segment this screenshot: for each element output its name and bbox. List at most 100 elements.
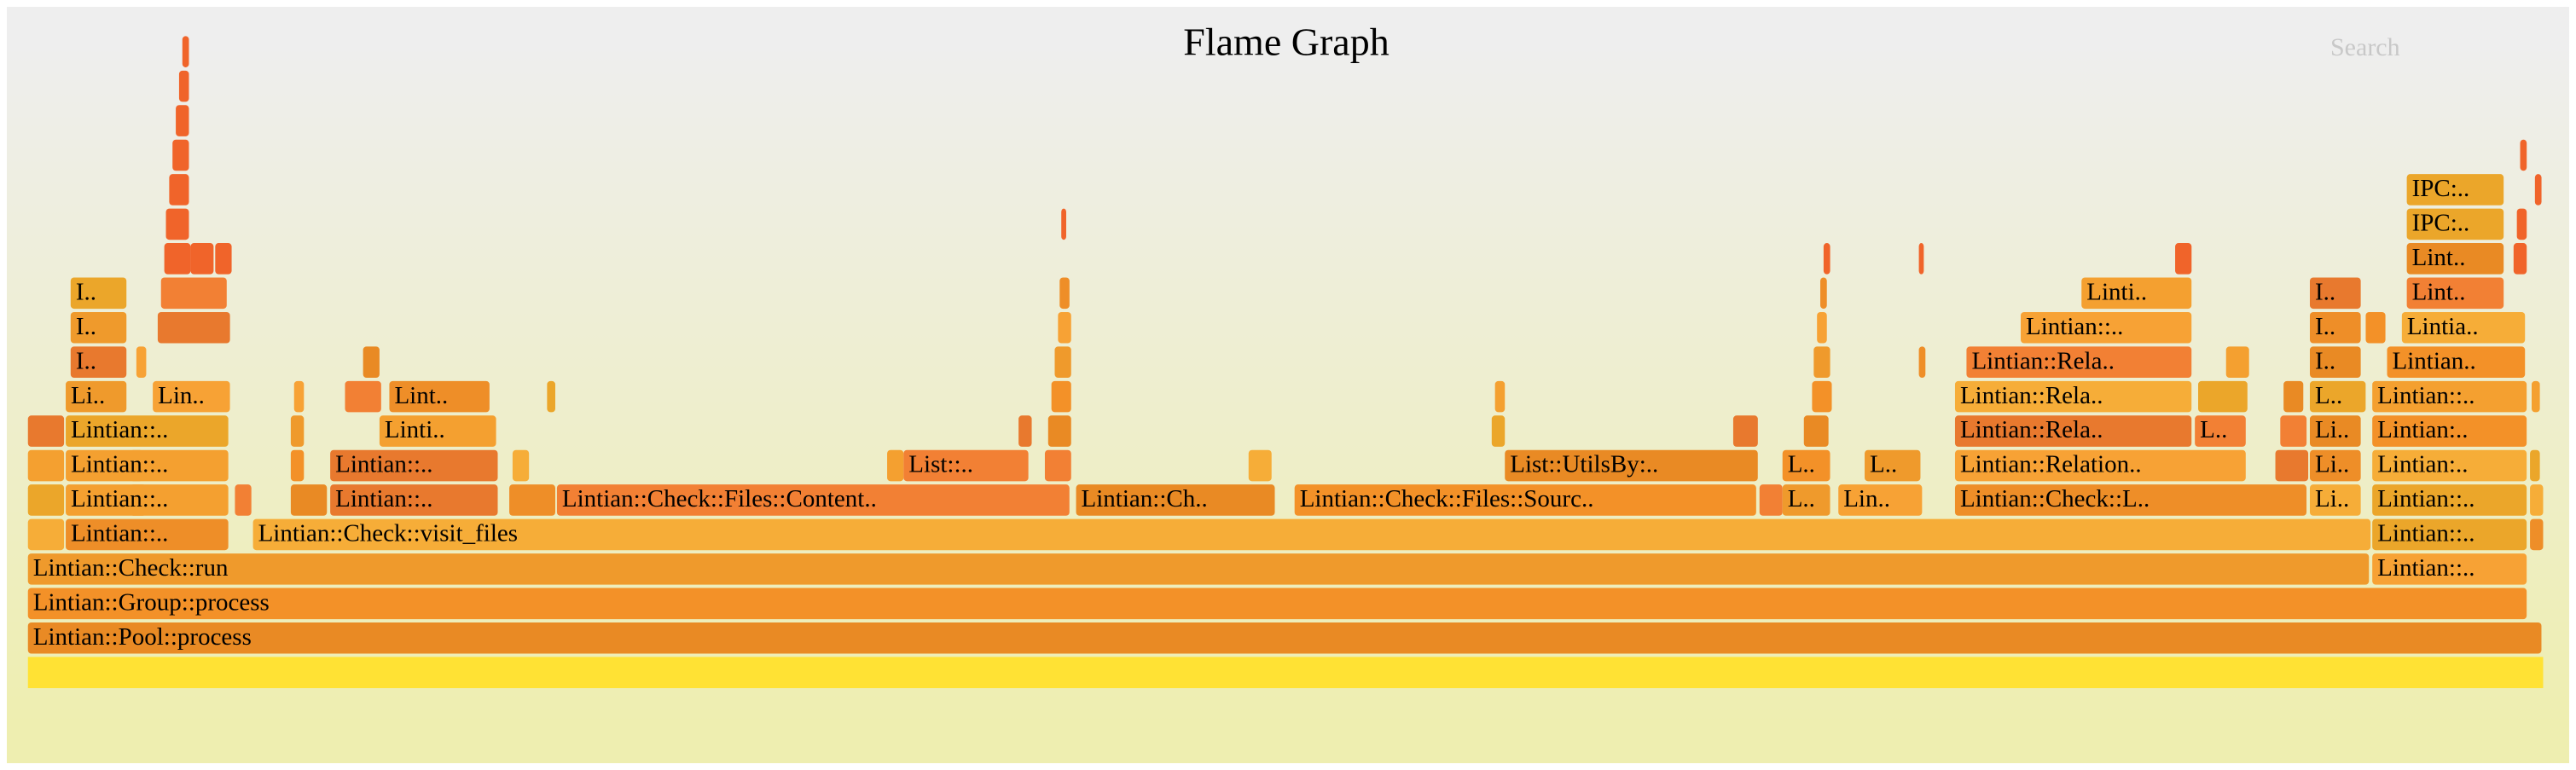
- frame-box[interactable]: [2372, 449, 2527, 482]
- frame[interactable]: Lintian:..: [2372, 449, 2527, 482]
- frame-box[interactable]: [2309, 484, 2361, 516]
- frame[interactable]: List::..: [903, 449, 1029, 482]
- frame[interactable]: Lintian::..: [2372, 484, 2527, 516]
- frame[interactable]: I..: [70, 311, 127, 344]
- frame[interactable]: List::UtilsBy:..: [1505, 449, 1758, 482]
- frame-box[interactable]: [389, 380, 490, 413]
- frame-box[interactable]: [27, 588, 2527, 620]
- frame[interactable]: [1918, 243, 1924, 275]
- frame-box[interactable]: [1782, 449, 1830, 482]
- search[interactable]: Search: [2330, 33, 2400, 61]
- frame[interactable]: Lintian::..: [2021, 311, 2192, 344]
- frame-box[interactable]: [2372, 380, 2527, 413]
- frame[interactable]: [2530, 449, 2540, 482]
- frame[interactable]: Lintian::Ch..: [1076, 484, 1275, 516]
- frame-box[interactable]: [2309, 415, 2361, 447]
- frame[interactable]: Lintian::..: [66, 518, 229, 551]
- frame[interactable]: Lintia..: [2401, 311, 2526, 344]
- frame[interactable]: [290, 449, 305, 482]
- frame[interactable]: Lintian::..: [2372, 518, 2527, 551]
- frame[interactable]: I..: [2309, 346, 2361, 378]
- frame[interactable]: [1494, 380, 1506, 413]
- frame-box[interactable]: [27, 553, 2370, 585]
- frame[interactable]: [1059, 277, 1070, 310]
- frame-box[interactable]: [1966, 346, 2192, 378]
- frame-box[interactable]: [66, 484, 229, 516]
- frame[interactable]: L..: [1782, 449, 1830, 482]
- frame-box[interactable]: [2372, 484, 2527, 516]
- frame[interactable]: L..: [2309, 380, 2366, 413]
- frame-box[interactable]: [70, 277, 127, 310]
- frame-box[interactable]: [379, 415, 496, 447]
- frame[interactable]: Lint..: [389, 380, 490, 413]
- frame-box[interactable]: [2309, 277, 2361, 310]
- frame[interactable]: [178, 70, 189, 102]
- frame[interactable]: Lintian:..: [2372, 415, 2527, 447]
- frame[interactable]: Lintian::Check::Files::Content..: [556, 484, 1070, 516]
- frame[interactable]: L..: [2195, 415, 2246, 447]
- frame-box[interactable]: [2372, 415, 2527, 447]
- frame-box[interactable]: [2309, 449, 2361, 482]
- frame[interactable]: Linti..: [379, 415, 496, 447]
- root-frame[interactable]: [27, 657, 2544, 689]
- frame[interactable]: [2516, 208, 2527, 240]
- frame[interactable]: [547, 380, 555, 413]
- frame[interactable]: [2283, 380, 2304, 413]
- frame-box[interactable]: [2406, 243, 2504, 275]
- frame[interactable]: [2534, 174, 2542, 206]
- frame[interactable]: [1732, 415, 1758, 447]
- frame[interactable]: Lintian..: [2387, 346, 2526, 378]
- frame[interactable]: [136, 346, 147, 378]
- frame[interactable]: [1061, 208, 1066, 240]
- frame-box[interactable]: [2309, 380, 2366, 413]
- frame[interactable]: [1812, 380, 1832, 413]
- frame-box[interactable]: [2021, 311, 2192, 344]
- frame-box[interactable]: [330, 449, 498, 482]
- frame[interactable]: [2275, 449, 2309, 482]
- frame[interactable]: [215, 243, 232, 275]
- frame[interactable]: [160, 277, 227, 310]
- frame[interactable]: Lintian::..: [66, 484, 229, 516]
- frame[interactable]: IPC:..: [2406, 208, 2504, 240]
- frame-box[interactable]: [2406, 277, 2504, 310]
- frame[interactable]: [164, 243, 191, 275]
- frame[interactable]: Lintian::Rela..: [1954, 415, 2192, 447]
- frame[interactable]: [165, 208, 189, 240]
- frame[interactable]: L..: [1782, 484, 1830, 516]
- frame[interactable]: [27, 518, 65, 551]
- frame[interactable]: Lintian::..: [2372, 380, 2527, 413]
- frame[interactable]: [27, 449, 65, 482]
- frame[interactable]: [1823, 243, 1830, 275]
- frame-box[interactable]: [1954, 484, 2307, 516]
- frame[interactable]: [1054, 346, 1071, 378]
- frame[interactable]: Lintian::Check::run: [27, 553, 2370, 585]
- frame[interactable]: Lintian::Rela..: [1954, 380, 2192, 413]
- frame-box[interactable]: [2387, 346, 2526, 378]
- frame-box[interactable]: [27, 622, 2542, 654]
- frame-box[interactable]: [66, 415, 229, 447]
- frame[interactable]: [2198, 380, 2248, 413]
- frame[interactable]: [2530, 484, 2544, 516]
- frame-box[interactable]: [66, 380, 127, 413]
- frame[interactable]: [182, 36, 189, 67]
- frame[interactable]: [1759, 484, 1783, 516]
- frame[interactable]: [1918, 346, 1926, 378]
- frame[interactable]: IPC:..: [2406, 174, 2504, 206]
- frame-box[interactable]: [1954, 380, 2192, 413]
- frame[interactable]: [176, 105, 189, 136]
- frame-box[interactable]: [2406, 174, 2504, 206]
- frame[interactable]: Lin..: [153, 380, 230, 413]
- frame[interactable]: [2531, 380, 2540, 413]
- frame[interactable]: [1058, 311, 1071, 344]
- frame-box[interactable]: [2309, 346, 2361, 378]
- frame[interactable]: [27, 484, 65, 516]
- frame[interactable]: Lint..: [2406, 243, 2504, 275]
- frame[interactable]: [1047, 415, 1071, 447]
- frame[interactable]: [345, 380, 381, 413]
- frame[interactable]: [1491, 415, 1506, 447]
- frame[interactable]: Lin..: [1838, 484, 1923, 516]
- frame-box[interactable]: [70, 311, 127, 344]
- frame[interactable]: [1248, 449, 1272, 482]
- frame[interactable]: [190, 243, 214, 275]
- frame-box[interactable]: [1838, 484, 1923, 516]
